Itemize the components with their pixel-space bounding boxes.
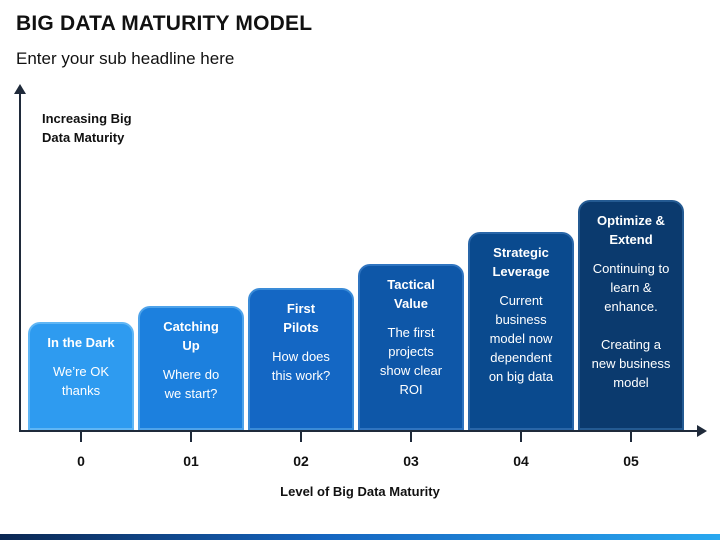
y-axis-label: Increasing Big Data Maturity — [42, 111, 132, 145]
x-axis-tick — [630, 432, 632, 442]
x-axis-tick — [190, 432, 192, 442]
y-axis-arrow-icon — [14, 84, 26, 94]
maturity-step-0: In the Dark We’re OK thanks — [28, 322, 134, 430]
x-axis-tick — [520, 432, 522, 442]
page-subtitle: Enter your sub headline here — [16, 49, 235, 68]
step-description: The first projects show clear ROI — [379, 325, 443, 397]
maturity-step-04: Strategic Leverage Current business mode… — [468, 232, 574, 430]
maturity-step-01: Catching Up Where do we start? — [138, 306, 244, 430]
maturity-step-05: Optimize & Extend Continuing to learn & … — [578, 200, 684, 430]
step-title: First Pilots — [283, 301, 319, 335]
maturity-step-02: First Pilots How does this work? — [248, 288, 354, 430]
step-title: Tactical Value — [387, 277, 435, 311]
footer-accent-bar — [0, 534, 720, 540]
page-title: BIG DATA MATURITY MODEL — [16, 12, 313, 35]
maturity-step-03: Tactical Value The first projects show c… — [358, 264, 464, 430]
x-axis-tick — [410, 432, 412, 442]
step-description: We’re OK thanks — [52, 364, 110, 398]
step-title: Strategic Leverage — [492, 245, 550, 279]
step-description: Current business model now dependent on … — [488, 293, 554, 384]
x-tick-label: 04 — [513, 453, 529, 469]
step-description: Continuing to learn & enhance. Creating … — [591, 261, 671, 390]
step-title: In the Dark — [47, 335, 115, 350]
x-axis-label: Level of Big Data Maturity — [280, 484, 440, 499]
y-axis-line — [19, 92, 21, 432]
x-tick-label: 0 — [77, 453, 85, 469]
x-axis-arrow-icon — [697, 425, 707, 437]
x-tick-label: 01 — [183, 453, 199, 469]
x-tick-label: 02 — [293, 453, 309, 469]
step-description: Where do we start? — [162, 367, 220, 401]
x-axis-line — [19, 430, 699, 432]
x-tick-label: 03 — [403, 453, 419, 469]
step-title: Catching Up — [163, 319, 219, 353]
step-description: How does this work? — [271, 349, 331, 383]
x-axis-tick — [80, 432, 82, 442]
x-axis-tick — [300, 432, 302, 442]
step-title: Optimize & Extend — [597, 213, 665, 247]
x-tick-label: 05 — [623, 453, 639, 469]
